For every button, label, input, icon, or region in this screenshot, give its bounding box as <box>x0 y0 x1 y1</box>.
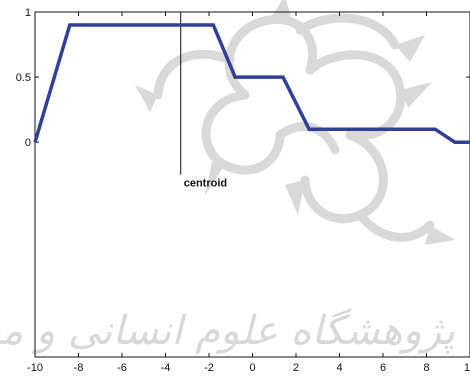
axes: -10-8-6-4-20246810 10.50 <box>16 7 470 374</box>
x-tick-label: 8 <box>423 362 429 374</box>
y-tick-label: 1 <box>25 7 31 19</box>
y-tick-label: 0 <box>25 137 31 149</box>
x-tick-label: 10 <box>464 362 470 374</box>
centroid-annotation: centroid <box>180 12 227 190</box>
x-tick-label: 4 <box>336 362 342 374</box>
membership-line <box>33 23 470 144</box>
x-tick-label: -6 <box>117 362 127 374</box>
watermark-emblem: پژوهشگاه علوم انسانی و مطالعات فرهنگی <box>0 0 455 354</box>
y-tick-label: 0.5 <box>16 72 31 84</box>
x-tick-label: 0 <box>249 362 255 374</box>
y-axis: 10.50 <box>16 7 470 149</box>
series <box>33 23 470 144</box>
watermark-text: پژوهشگاه علوم انسانی و مطالعات فرهنگی <box>0 308 455 354</box>
x-tick-label: -2 <box>204 362 214 374</box>
x-tick-label: 2 <box>293 362 299 374</box>
x-tick-label: 6 <box>380 362 386 374</box>
x-tick-label: -8 <box>74 362 84 374</box>
x-tick-label: -10 <box>27 362 43 374</box>
plot-frame <box>34 11 470 358</box>
x-tick-label: -4 <box>161 362 171 374</box>
centroid-label: centroid <box>184 178 227 190</box>
x-axis: -10 -8 -6 -4 -2 0 2 4 6 8 10 <box>27 12 470 374</box>
